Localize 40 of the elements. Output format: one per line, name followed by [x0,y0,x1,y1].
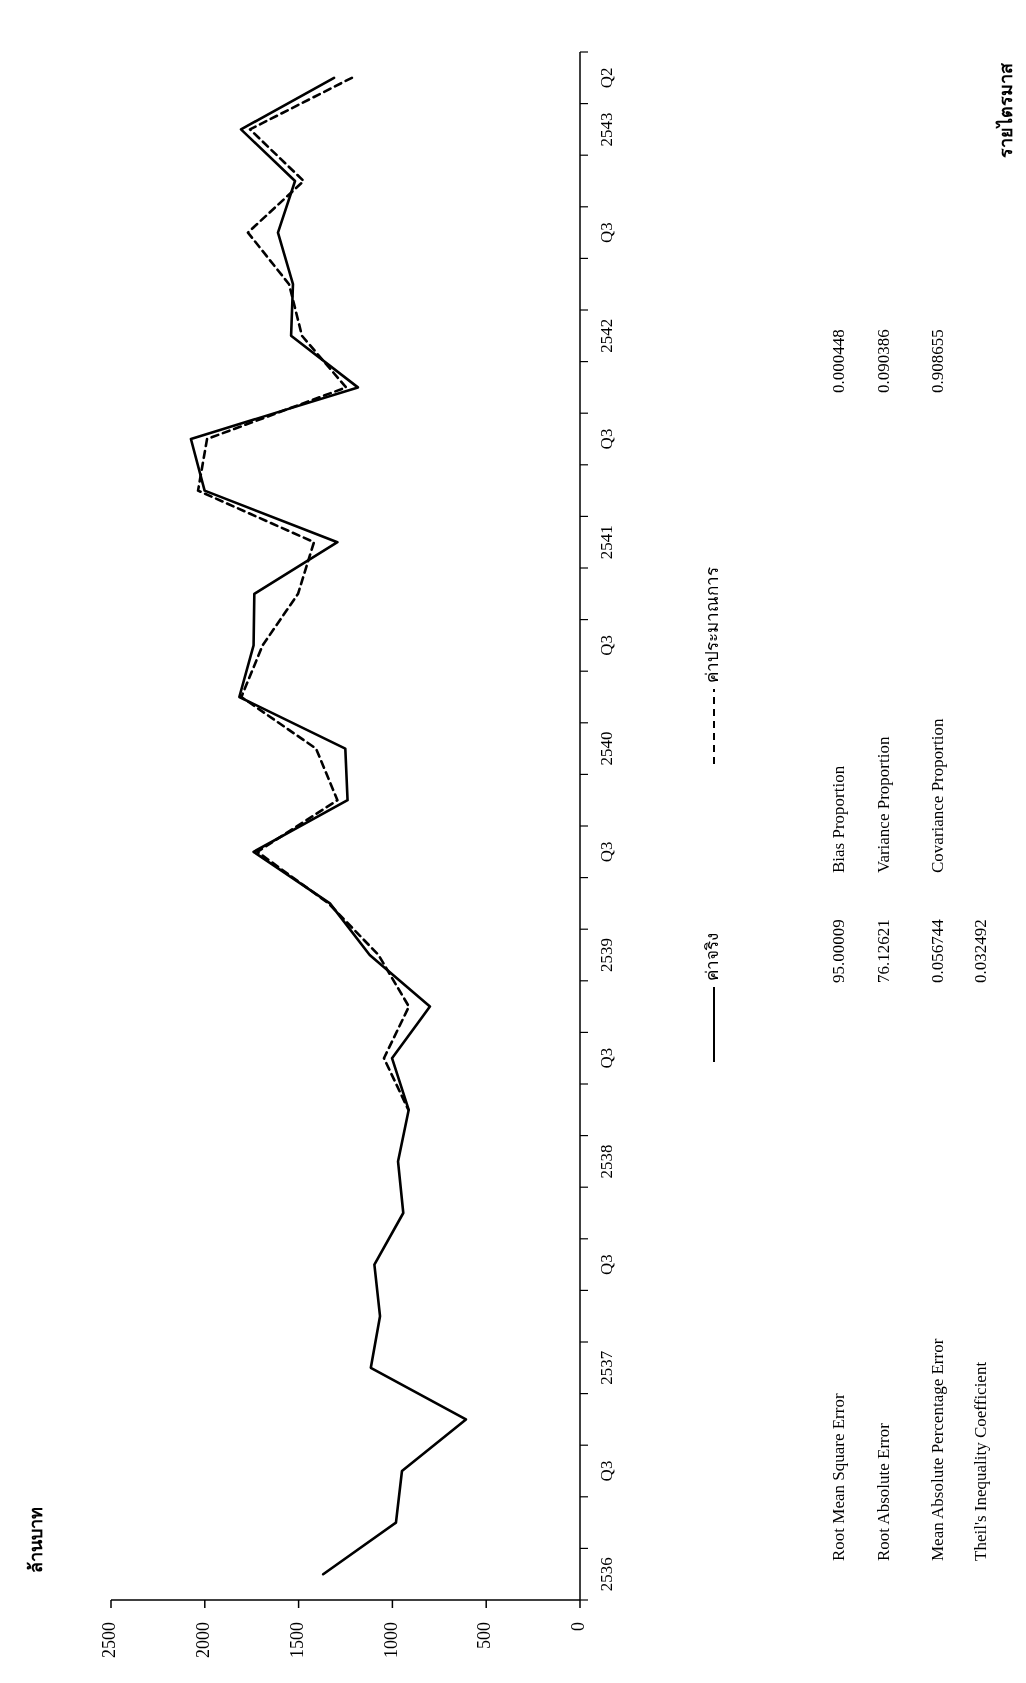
y-tick-label: 2540 [596,731,616,766]
x-tick-label: 1000 [380,1622,401,1658]
y-tick-label: Q3 [596,1047,616,1069]
text: 0.000448 [828,329,848,393]
y-tick-label: 2539 [596,938,616,972]
text: ค่าจริง [702,933,722,981]
y-tick-label: Q3 [596,222,616,243]
y-tick-label: Q3 [596,1460,616,1482]
text: Covariance Proportion [927,718,947,873]
y-tick-label: 2541 [596,525,616,560]
text: ค่าประมาณการ [702,567,722,683]
x-tick-label: 0 [568,1622,589,1631]
text: ล้านบาท [26,1507,47,1573]
y-tick-label: Q3 [596,1254,616,1275]
y-tick-label: 2537 [596,1350,616,1385]
x-tick-label: 2500 [99,1622,120,1658]
text: 0.090386 [873,329,893,393]
x-tick-label: 500 [474,1622,495,1649]
text: Mean Absolute Percentage Error [927,1338,947,1561]
text: Root Mean Square Error [828,1393,848,1561]
text: 76.12621 [873,919,893,983]
y-tick-label: 2538 [596,1144,616,1179]
y-tick-label: 2536 [596,1557,616,1592]
text: รายไตรมาส [995,62,1017,158]
text: 95.00009 [828,919,848,983]
text: Variance Proportion [873,736,893,873]
text: 0.908655 [927,329,947,393]
y-tick-label: Q2 [596,67,616,89]
y-tick-label: 2542 [596,318,616,353]
y-tick-label: 2543 [596,112,616,147]
x-tick-label: 1500 [286,1622,307,1658]
text: Theil's Inequality Coefficient [970,1361,990,1561]
text: Root Absolute Error [873,1422,893,1561]
x-tick-label: 2000 [192,1622,213,1658]
text: 0.032492 [970,919,990,983]
y-tick-label: Q3 [596,841,616,863]
y-tick-label: Q3 [596,635,616,656]
text: Bias Proportion [828,765,848,873]
y-tick-label: Q3 [596,428,616,450]
text: 0.056744 [927,918,947,983]
